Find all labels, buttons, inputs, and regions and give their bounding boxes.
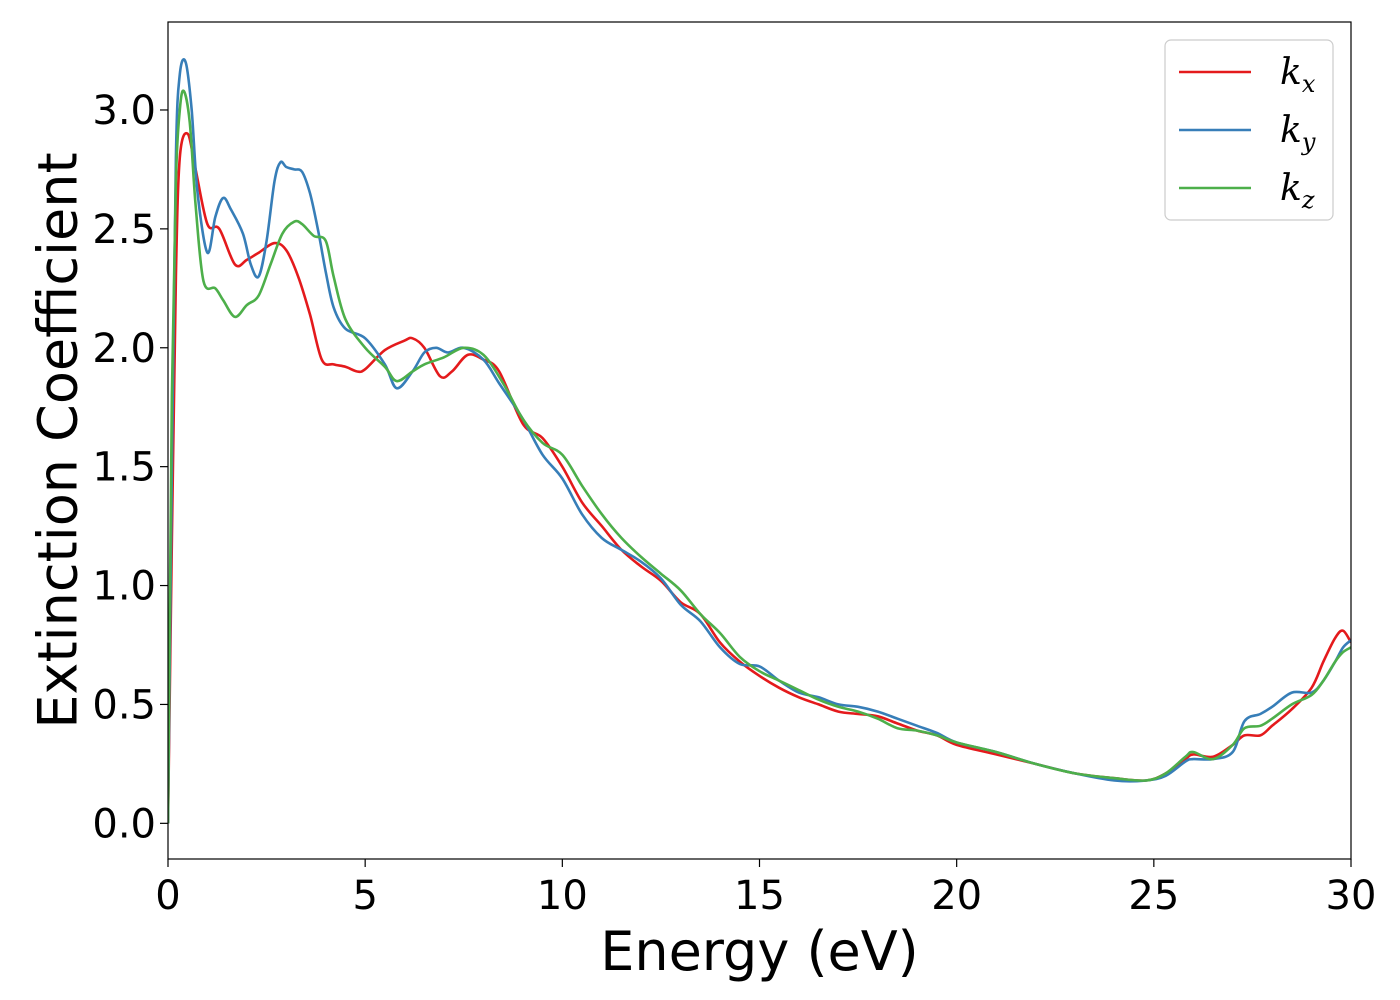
y-tick-label: 2.5 <box>92 207 156 253</box>
series-line-ky <box>168 58 1351 824</box>
y-tick-label: 2.0 <box>92 326 156 372</box>
y-tick-label: 0.5 <box>92 682 156 728</box>
legend: kx ky kz <box>1164 39 1334 221</box>
series-line-kz <box>168 89 1351 824</box>
y-tick-label: 1.0 <box>92 564 156 610</box>
x-axis-ticks: 0 5 10 15 20 25 30 <box>155 859 1376 919</box>
x-tick-label: 0 <box>155 873 180 919</box>
x-tick-label: 25 <box>1128 873 1179 919</box>
y-tick-label: 0.0 <box>92 801 156 847</box>
x-tick-label: 20 <box>931 873 982 919</box>
y-axis-label: Extinction Coefficient <box>27 152 90 728</box>
legend-label-kz: kz <box>1280 168 1315 214</box>
x-tick-label: 5 <box>352 873 377 919</box>
series-layer <box>168 58 1351 824</box>
y-axis-ticks: 0.0 0.5 1.0 1.5 2.0 2.5 3.0 <box>92 88 168 847</box>
y-tick-label: 3.0 <box>92 88 156 134</box>
y-tick-label: 1.5 <box>92 445 156 491</box>
x-axis-label: Energy (eV) <box>600 920 919 983</box>
x-tick-label: 15 <box>734 873 785 919</box>
legend-label-kx: kx <box>1280 52 1316 98</box>
x-tick-label: 10 <box>537 873 588 919</box>
x-tick-label: 30 <box>1326 873 1377 919</box>
legend-label-ky: ky <box>1280 110 1316 156</box>
